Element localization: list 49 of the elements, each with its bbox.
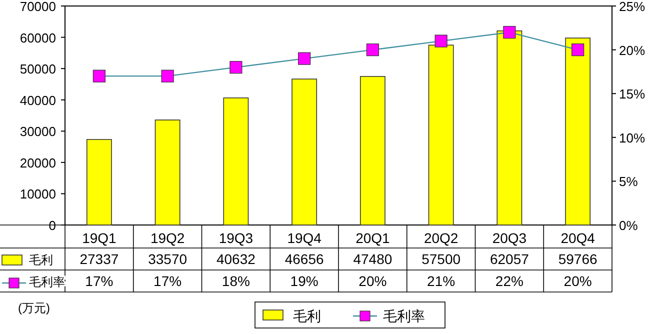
data-label: 47480 bbox=[353, 251, 392, 267]
y2-tick-label: 5% bbox=[619, 174, 638, 190]
y2-tick-label: 0% bbox=[619, 218, 638, 233]
data-label: 20% bbox=[358, 273, 387, 289]
x-tick-label: 19Q2 bbox=[150, 230, 185, 246]
data-label: 40632 bbox=[216, 251, 256, 267]
x-tick-label: 20Q1 bbox=[356, 230, 390, 246]
legend-label: 毛利 bbox=[29, 253, 53, 267]
data-label: 17% bbox=[85, 273, 114, 289]
bar bbox=[496, 30, 522, 226]
data-label: 17% bbox=[154, 273, 182, 289]
bar bbox=[565, 38, 591, 226]
y2-tick-label: 15% bbox=[619, 86, 646, 102]
data-label: 22% bbox=[495, 273, 524, 289]
x-tick-label: 19Q3 bbox=[218, 230, 254, 246]
bar bbox=[292, 78, 318, 226]
x-tick-label: 20Q2 bbox=[424, 230, 458, 246]
y-tick-label: 30000 bbox=[20, 124, 56, 140]
data-label: 62057 bbox=[490, 251, 530, 267]
data-label: 20% bbox=[564, 273, 592, 289]
y-tick-label: 20000 bbox=[20, 155, 56, 170]
y-tick-label: 50000 bbox=[20, 62, 56, 77]
data-label: 19% bbox=[290, 273, 318, 289]
y-tick-label: 70000 bbox=[20, 0, 56, 14]
data-label: 57500 bbox=[422, 251, 461, 267]
data-label: 33570 bbox=[148, 251, 188, 267]
y2-tick-label: 10% bbox=[619, 130, 646, 146]
data-label: 18% bbox=[222, 273, 250, 289]
y2-tick-label: 20% bbox=[619, 42, 646, 58]
legend-label: 毛利率 bbox=[29, 275, 65, 289]
bar bbox=[360, 76, 386, 226]
data-label: 27337 bbox=[80, 251, 119, 267]
text: 毛利 bbox=[293, 308, 321, 324]
data-label: 59766 bbox=[558, 251, 598, 267]
y-tick-label: 60000 bbox=[20, 30, 56, 46]
y-tick-label: 40000 bbox=[20, 92, 56, 108]
bar bbox=[86, 139, 112, 226]
bar bbox=[223, 97, 249, 226]
text: (万元) bbox=[18, 301, 50, 315]
x-tick-label: 20Q4 bbox=[560, 230, 596, 246]
x-tick-label: 19Q4 bbox=[287, 230, 322, 246]
data-label: 21% bbox=[427, 273, 456, 289]
y-tick-label: 10000 bbox=[20, 186, 56, 202]
y2-tick-label: 25% bbox=[619, 0, 646, 14]
bar bbox=[154, 120, 180, 226]
x-tick-label: 19Q1 bbox=[82, 230, 117, 246]
x-tick-label: 20Q3 bbox=[492, 230, 527, 246]
data-label: 46656 bbox=[284, 251, 324, 267]
text: 毛利率 bbox=[383, 308, 425, 324]
